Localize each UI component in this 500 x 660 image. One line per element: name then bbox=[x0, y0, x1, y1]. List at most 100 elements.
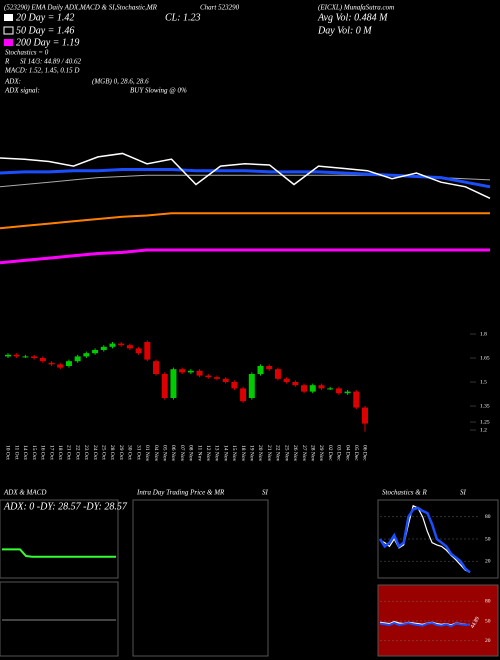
x-tick-label: 21 Nov bbox=[266, 445, 272, 462]
series-line bbox=[379, 504, 471, 573]
candle-body bbox=[179, 369, 186, 373]
x-tick-label: 04 Dec bbox=[344, 445, 350, 461]
ema50: 50 Day = 1.46 bbox=[16, 25, 74, 36]
x-tick-label: 23 Oct bbox=[83, 445, 89, 460]
candle-body bbox=[74, 356, 81, 362]
x-tick-label: 05 Dec bbox=[353, 445, 359, 461]
candle-body bbox=[5, 354, 11, 357]
candle-body bbox=[92, 350, 99, 354]
candle-body bbox=[213, 377, 220, 379]
y-tick-label: 1.65 bbox=[480, 355, 490, 361]
x-tick-label: 03 Dec bbox=[336, 445, 342, 461]
adx-signal-value: BUY Slowing @ 0% bbox=[130, 87, 187, 95]
candle-body bbox=[344, 391, 351, 394]
x-tick-label: 26 Nov bbox=[292, 445, 298, 462]
x-tick-label: 30 Oct bbox=[127, 445, 133, 460]
candle-body bbox=[144, 342, 151, 360]
x-tick-label: 18 Nov bbox=[240, 445, 246, 462]
y-tick-label: 20 bbox=[485, 638, 491, 644]
rsi-r: R bbox=[4, 58, 10, 66]
x-tick-label: 31 Oct bbox=[135, 445, 141, 460]
series-line bbox=[0, 248, 490, 265]
candle-body bbox=[109, 343, 116, 347]
x-tick-label: 14 Oct bbox=[22, 445, 28, 460]
x-tick-label: 13 Nov bbox=[214, 445, 220, 462]
candle-body bbox=[335, 388, 342, 394]
candle-body bbox=[161, 374, 168, 398]
x-tick-label: 10 Oct bbox=[5, 445, 11, 460]
x-tick-label: 07 Nov bbox=[179, 445, 185, 462]
candle-body bbox=[153, 361, 160, 374]
stochastics: Stochastics = 0 bbox=[5, 49, 49, 57]
candle-body bbox=[13, 354, 20, 357]
ema200: 200 Day = 1.19 bbox=[16, 37, 79, 48]
candle-body bbox=[327, 388, 334, 390]
x-tick-label: 15 Oct bbox=[31, 445, 37, 460]
series-line bbox=[0, 168, 491, 189]
x-tick-label: 28 Oct bbox=[109, 445, 115, 460]
panel-title: Stochastics & R bbox=[382, 489, 427, 497]
candle-body bbox=[240, 388, 247, 402]
y-tick-label: 50 bbox=[485, 618, 491, 624]
avg-vol: Avg Vol: 0.484 M bbox=[317, 12, 388, 23]
candle-body bbox=[318, 385, 325, 389]
x-tick-label: 11 Nov bbox=[196, 445, 202, 461]
x-tick-label: 05 Nov bbox=[161, 445, 167, 462]
candle-body bbox=[126, 345, 133, 349]
x-tick-label: 20 Nov bbox=[257, 445, 263, 462]
x-tick-label: 16 Oct bbox=[40, 445, 46, 460]
adx-signal: ADX signal: bbox=[4, 87, 40, 95]
x-tick-label: 18 Oct bbox=[57, 445, 63, 460]
candle-body bbox=[65, 361, 72, 366]
y-tick-label: 1.5 bbox=[480, 379, 487, 385]
candle-body bbox=[301, 385, 308, 392]
y-tick-label: 1.25 bbox=[480, 419, 490, 425]
legend-box bbox=[4, 14, 13, 21]
y-tick-label: 1.2 bbox=[480, 427, 487, 433]
x-tick-label: 06 Dec bbox=[362, 445, 368, 461]
x-tick-label: 29 Oct bbox=[118, 445, 124, 460]
candle-body bbox=[22, 356, 29, 358]
rsi: SI 14/3: 44.89 / 40.62 bbox=[20, 58, 82, 66]
x-tick-label: 27 Nov bbox=[301, 445, 307, 462]
x-tick-label: 04 Nov bbox=[153, 445, 159, 462]
legend-box bbox=[4, 39, 13, 46]
candle-body bbox=[222, 378, 229, 382]
x-tick-label: 01 Nov bbox=[144, 445, 150, 462]
y-tick-label: 20 bbox=[485, 558, 491, 564]
candle-body bbox=[196, 370, 203, 376]
chart-id: Chart 523290 bbox=[200, 4, 240, 12]
legend-box bbox=[3, 26, 14, 35]
x-tick-label: 25 Oct bbox=[101, 445, 107, 460]
candle-body bbox=[118, 343, 125, 346]
panel bbox=[0, 499, 119, 579]
adx-text: ADX: 0 -DY: 28.57 -DY: 28.57 bbox=[3, 501, 128, 512]
candle-body bbox=[231, 382, 238, 389]
panel bbox=[377, 584, 499, 657]
candle-body bbox=[309, 385, 316, 392]
candle-body bbox=[353, 391, 360, 408]
series-line bbox=[379, 621, 471, 628]
candle-body bbox=[274, 369, 281, 379]
candle-body bbox=[248, 374, 255, 398]
candle-body bbox=[257, 366, 264, 374]
candle-body bbox=[31, 356, 38, 358]
x-tick-label: 29 Nov bbox=[318, 445, 324, 462]
series-line bbox=[2, 548, 116, 558]
candle-body bbox=[187, 370, 194, 373]
candle-body bbox=[266, 366, 273, 370]
x-tick-label: 22 Oct bbox=[74, 445, 80, 460]
candle-body bbox=[170, 369, 177, 398]
x-tick-label: 12 Nov bbox=[205, 445, 211, 462]
x-tick-label: 21 Oct bbox=[66, 445, 72, 460]
candle-body bbox=[362, 407, 368, 424]
y-tick-label: 80 bbox=[485, 514, 491, 520]
candle-body bbox=[292, 382, 299, 386]
x-tick-label: 02 Dec bbox=[327, 445, 333, 461]
y-tick-label: 80 bbox=[485, 598, 491, 604]
panel-title: SI bbox=[460, 489, 467, 497]
candle-body bbox=[57, 364, 64, 368]
panel bbox=[0, 581, 119, 657]
candle-body bbox=[135, 348, 142, 354]
